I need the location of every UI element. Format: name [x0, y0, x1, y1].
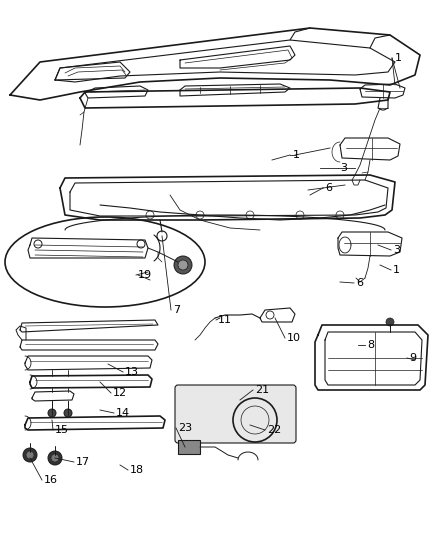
Text: 6: 6	[356, 278, 363, 288]
Text: 1: 1	[395, 53, 402, 63]
Bar	[178, 440, 200, 454]
Text: 11: 11	[218, 315, 232, 325]
Text: 1: 1	[293, 150, 300, 160]
Circle shape	[48, 451, 62, 465]
Circle shape	[51, 454, 59, 462]
Text: 18: 18	[130, 465, 144, 475]
Text: 23: 23	[178, 423, 192, 433]
Text: 12: 12	[113, 388, 127, 398]
Text: 3: 3	[393, 245, 400, 255]
Text: 1: 1	[393, 265, 400, 275]
Text: 16: 16	[44, 475, 58, 485]
Circle shape	[178, 260, 188, 270]
Text: 10: 10	[287, 333, 301, 343]
Text: 21: 21	[255, 385, 269, 395]
Text: 17: 17	[76, 457, 90, 467]
Text: 3: 3	[340, 163, 347, 173]
Text: 13: 13	[125, 367, 139, 377]
Text: 7: 7	[173, 305, 180, 315]
Text: 6: 6	[325, 183, 332, 193]
Circle shape	[48, 409, 56, 417]
Text: 22: 22	[267, 425, 281, 435]
Circle shape	[23, 448, 37, 462]
Text: 9: 9	[409, 353, 416, 363]
Circle shape	[64, 409, 72, 417]
Circle shape	[386, 318, 394, 326]
FancyBboxPatch shape	[175, 385, 296, 443]
Circle shape	[26, 451, 34, 459]
Circle shape	[174, 256, 192, 274]
Text: 15: 15	[55, 425, 69, 435]
Text: 14: 14	[116, 408, 130, 418]
Text: 8: 8	[367, 340, 374, 350]
Text: 19: 19	[138, 270, 152, 280]
